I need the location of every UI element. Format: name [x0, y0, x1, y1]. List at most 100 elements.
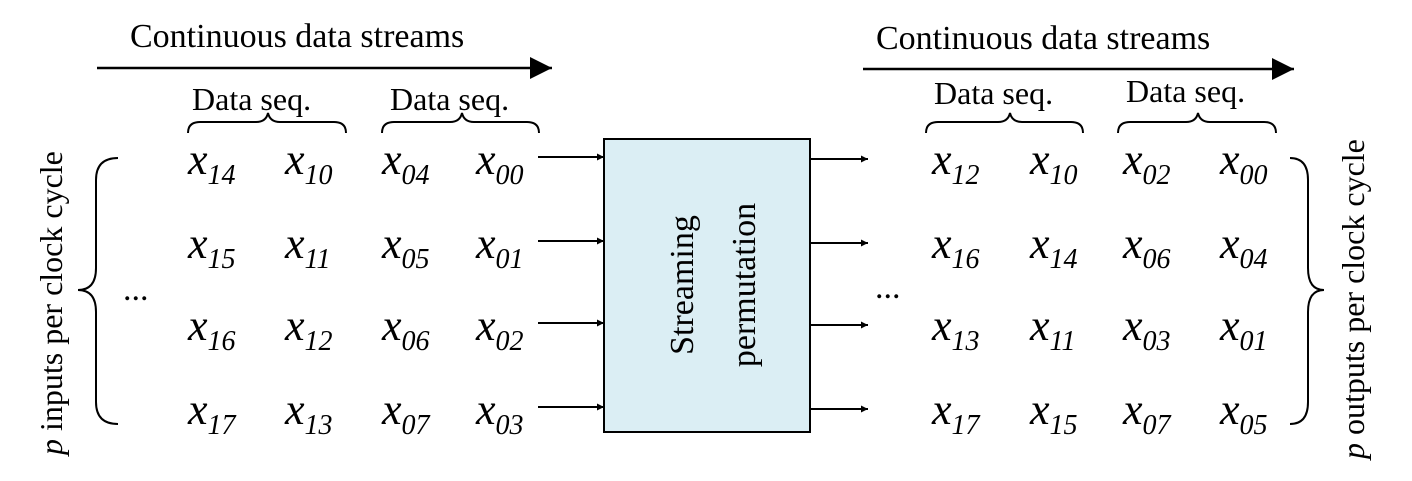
- left-side-label: p inputs per clock cycle: [33, 151, 69, 457]
- right-cell-symbol: x: [1122, 219, 1143, 268]
- right-cell-symbol: x: [1122, 385, 1143, 434]
- right-cell-symbol: x: [1219, 135, 1240, 184]
- right-cell-r2-c4: x04: [1219, 219, 1268, 275]
- left-cell-subscript: 07: [402, 410, 431, 441]
- right-cell-subscript: 04: [1240, 244, 1268, 275]
- left-cell-r2-c2: x11: [284, 219, 330, 275]
- left-input-brace: [77, 157, 119, 425]
- left-cell-r1-c2: x10: [284, 135, 333, 191]
- right-cell-symbol: x: [1122, 301, 1143, 350]
- right-side-label: p outputs per clock cycle: [1335, 139, 1371, 461]
- right-cell-subscript: 15: [1050, 410, 1078, 441]
- right-seq-brace-1: [925, 112, 1084, 134]
- streaming-permutation-block: [603, 138, 811, 433]
- right-cell-subscript: 13: [952, 326, 980, 357]
- left-cell-subscript: 15: [208, 244, 236, 275]
- left-cell-symbol: x: [284, 385, 305, 434]
- right-cell-symbol: x: [931, 219, 952, 268]
- left-cell-subscript: 10: [305, 160, 333, 191]
- right-cell-subscript: 12: [952, 160, 980, 191]
- left-cell-symbol: x: [475, 219, 496, 268]
- left-seq-label-2: Data seq.: [390, 81, 509, 117]
- left-cell-subscript: 17: [208, 410, 237, 441]
- left-cell-symbol: x: [381, 219, 402, 268]
- right-cell-subscript: 02: [1143, 160, 1171, 191]
- right-seq-label-2: Data seq.: [1126, 73, 1245, 109]
- right-cell-r2-c1: x16: [931, 219, 980, 275]
- left-cell-subscript: 01: [496, 244, 524, 275]
- right-output-brace: [1289, 157, 1325, 425]
- right-cell-symbol: x: [1029, 135, 1050, 184]
- left-cell-subscript: 12: [305, 326, 333, 357]
- right-cell-r1-c2: x10: [1029, 135, 1078, 191]
- right-cell-r1-c1: x12: [931, 135, 980, 191]
- left-seq-label-1: Data seq.: [192, 81, 311, 117]
- block-label-line1: Streaming: [664, 215, 701, 355]
- left-cell-subscript: 00: [496, 160, 524, 191]
- left-cell-subscript: 06: [402, 326, 430, 357]
- left-cell-r3-c1: x16: [187, 301, 236, 357]
- right-cell-subscript: 16: [952, 244, 980, 275]
- left-cell-symbol: x: [284, 301, 305, 350]
- right-side-label-var: p: [1335, 443, 1371, 461]
- right-seq-brace-2: [1117, 112, 1277, 134]
- right-ellipsis: ...: [875, 269, 901, 306]
- left-seq-brace-2: [381, 112, 540, 134]
- left-cell-subscript: 03: [496, 410, 524, 441]
- left-cell-r1-c4: x00: [475, 135, 524, 191]
- right-cell-subscript: 01: [1240, 326, 1268, 357]
- left-cell-subscript: 02: [496, 326, 524, 357]
- right-cell-r3-c4: x01: [1219, 301, 1268, 357]
- right-cell-symbol: x: [1029, 219, 1050, 268]
- right-cell-r2-c3: x06: [1122, 219, 1171, 275]
- left-cell-subscript: 05: [402, 244, 430, 275]
- left-side-label-var: p: [33, 439, 69, 457]
- left-cell-symbol: x: [381, 135, 402, 184]
- left-cell-subscript: 16: [208, 326, 236, 357]
- left-cell-symbol: x: [187, 301, 208, 350]
- left-cell-r1-c1: x14: [187, 135, 236, 191]
- right-cell-symbol: x: [1219, 219, 1240, 268]
- block-label-line2: permutation: [726, 203, 763, 367]
- right-cell-subscript: 07: [1143, 410, 1172, 441]
- left-cell-r4-c2: x13: [284, 385, 333, 441]
- left-cell-r4-c1: x17: [187, 385, 237, 441]
- right-cell-r3-c1: x13: [931, 301, 980, 357]
- left-cell-symbol: x: [475, 385, 496, 434]
- left-cell-r2-c1: x15: [187, 219, 236, 275]
- left-cell-symbol: x: [284, 135, 305, 184]
- right-cell-symbol: x: [1122, 135, 1143, 184]
- right-side-label-text: outputs per clock cycle: [1335, 139, 1371, 443]
- left-cell-symbol: x: [187, 135, 208, 184]
- right-cell-subscript: 05: [1240, 410, 1268, 441]
- left-cell-symbol: x: [381, 385, 402, 434]
- left-cell-r4-c4: x03: [475, 385, 524, 441]
- right-cell-symbol: x: [931, 301, 952, 350]
- right-cell-r4-c1: x17: [931, 385, 981, 441]
- left-cell-subscript: 04: [402, 160, 430, 191]
- left-cell-subscript: 11: [305, 244, 331, 275]
- left-cell-r3-c3: x06: [381, 301, 430, 357]
- right-cell-symbol: x: [1219, 385, 1240, 434]
- right-cell-subscript: 06: [1143, 244, 1171, 275]
- right-cell-symbol: x: [1029, 301, 1050, 350]
- left-cell-symbol: x: [284, 219, 305, 268]
- right-cell-subscript: 14: [1050, 244, 1078, 275]
- left-cell-symbol: x: [381, 301, 402, 350]
- right-cell-r4-c2: x15: [1029, 385, 1078, 441]
- left-cell-r2-c4: x01: [475, 219, 524, 275]
- left-cell-symbol: x: [187, 385, 208, 434]
- left-stream-label: Continuous data streams: [130, 18, 464, 55]
- left-cell-r4-c3: x07: [381, 385, 431, 441]
- left-ellipsis: ...: [123, 271, 149, 308]
- left-cell-symbol: x: [475, 135, 496, 184]
- left-seq-brace-1: [187, 112, 347, 134]
- left-cell-symbol: x: [475, 301, 496, 350]
- left-cell-symbol: x: [187, 219, 208, 268]
- left-cell-r3-c4: x02: [475, 301, 524, 357]
- left-cell-subscript: 14: [208, 160, 236, 191]
- left-cell-subscript: 13: [305, 410, 333, 441]
